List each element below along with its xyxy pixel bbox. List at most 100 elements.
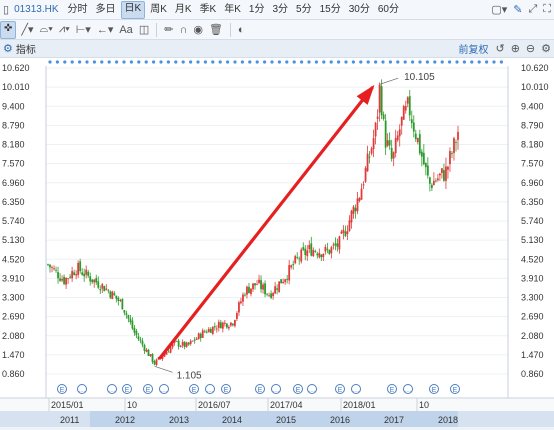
dividend-dot[interactable]	[433, 60, 437, 64]
toggle-icon[interactable]: ◐	[237, 23, 245, 36]
event-marker[interactable]	[271, 384, 281, 394]
period-tab[interactable]: 15分	[319, 3, 341, 15]
dividend-dot[interactable]	[440, 60, 444, 64]
channel-tool-icon[interactable]: ⌓▾	[39, 23, 53, 35]
dividend-dot[interactable]	[307, 60, 311, 64]
dividend-dot[interactable]	[359, 60, 363, 64]
period-tab[interactable]: 月K	[174, 3, 192, 15]
sidebar-toggle-icon[interactable]: ▯	[3, 4, 10, 16]
layout-icon[interactable]: ▢▾	[491, 4, 508, 16]
event-marker[interactable]	[403, 384, 413, 394]
dividend-dot[interactable]	[203, 60, 207, 64]
dividend-dot[interactable]	[403, 60, 407, 64]
zoom-in-icon[interactable]: ⊕	[510, 43, 520, 55]
kline-chart[interactable]: 10.620 10.620 10.010 10.010 9.400 9.400 8.790 8…	[0, 58, 554, 427]
period-tab[interactable]: 周K	[150, 3, 167, 15]
dividend-dot[interactable]	[314, 60, 318, 64]
measure-tool-icon[interactable]: ⊢▾	[75, 24, 91, 36]
dividend-dot[interactable]	[144, 60, 148, 64]
dividend-dot[interactable]	[270, 60, 274, 64]
dividend-dot[interactable]	[322, 60, 326, 64]
event-marker[interactable]	[351, 384, 361, 394]
dividend-dot[interactable]	[337, 60, 341, 64]
dividend-dot[interactable]	[129, 60, 133, 64]
dividend-dot[interactable]	[292, 60, 296, 64]
event-marker[interactable]	[335, 384, 345, 394]
event-marker[interactable]	[293, 384, 303, 394]
dividend-dot[interactable]	[470, 60, 474, 64]
dividend-dot[interactable]	[240, 60, 244, 64]
period-tab[interactable]: 30分	[348, 3, 370, 15]
dividend-dot[interactable]	[166, 60, 170, 64]
dividend-dot[interactable]	[329, 60, 333, 64]
period-tab[interactable]: 3分	[272, 3, 289, 15]
adjust-label[interactable]: 前复权	[458, 45, 489, 56]
dividend-dot[interactable]	[300, 60, 304, 64]
shape-tool-icon[interactable]: ◫	[138, 24, 150, 36]
event-marker[interactable]	[255, 384, 265, 394]
event-marker[interactable]	[307, 384, 317, 394]
dividend-dot[interactable]	[411, 60, 415, 64]
dividend-dot[interactable]	[248, 60, 252, 64]
eye-icon[interactable]: ◉	[193, 24, 203, 36]
dividend-dot[interactable]	[388, 60, 392, 64]
event-marker[interactable]	[189, 384, 199, 394]
trash-icon[interactable]: 🗑	[208, 24, 223, 36]
expand-icon[interactable]: ⛶	[543, 3, 551, 15]
dividend-dot[interactable]	[63, 60, 67, 64]
crosshair-tool-icon[interactable]: ✜	[0, 20, 17, 39]
kline-chart-svg[interactable]: 10.620 10.620 10.010 10.010 9.400 9.400 8.790 8…	[0, 58, 554, 427]
event-marker[interactable]	[205, 384, 215, 394]
indicator-label[interactable]: 指标	[15, 45, 36, 56]
event-marker[interactable]	[387, 384, 397, 394]
dividend-dot[interactable]	[381, 60, 385, 64]
dividend-dot[interactable]	[425, 60, 429, 64]
dividend-dot[interactable]	[92, 60, 96, 64]
dividend-dot[interactable]	[218, 60, 222, 64]
period-tab[interactable]: 日K	[120, 0, 146, 19]
dividend-dot[interactable]	[418, 60, 422, 64]
pen-icon[interactable]: ✎	[513, 4, 523, 16]
fullscreen-icon[interactable]: ⤢	[528, 3, 538, 15]
event-marker[interactable]	[450, 384, 460, 394]
dividend-dot[interactable]	[100, 60, 104, 64]
dividend-dot[interactable]	[137, 60, 141, 64]
dividend-dot[interactable]	[107, 60, 111, 64]
event-marker[interactable]	[122, 384, 132, 394]
brush-tool-icon[interactable]: ✏	[164, 24, 174, 36]
dividend-dot[interactable]	[196, 60, 200, 64]
period-tab[interactable]: 分时	[67, 3, 88, 15]
dividend-dot[interactable]	[448, 60, 452, 64]
dividend-dot[interactable]	[285, 60, 289, 64]
dividend-dot[interactable]	[70, 60, 74, 64]
dividend-dot[interactable]	[48, 60, 52, 64]
event-marker[interactable]	[77, 384, 87, 394]
dividend-dot[interactable]	[344, 60, 348, 64]
event-marker[interactable]	[429, 384, 439, 394]
dividend-dot[interactable]	[159, 60, 163, 64]
period-tab[interactable]: 60分	[377, 3, 399, 15]
dividend-dot[interactable]	[189, 60, 193, 64]
range-selector[interactable]	[90, 411, 458, 427]
dividend-dot[interactable]	[263, 60, 267, 64]
line-tool-icon[interactable]: ╱▾	[21, 24, 34, 36]
gear-icon[interactable]: ⚙	[3, 43, 13, 55]
event-marker[interactable]	[143, 384, 153, 394]
event-marker[interactable]	[221, 384, 231, 394]
dividend-dot[interactable]	[492, 60, 496, 64]
period-tab[interactable]: 多日	[95, 3, 116, 15]
dividend-dot[interactable]	[211, 60, 215, 64]
dividend-dot[interactable]	[174, 60, 178, 64]
arrow-tool-icon[interactable]: ←▾	[96, 24, 114, 36]
dividend-dot[interactable]	[499, 60, 503, 64]
period-tab[interactable]: 1分	[248, 3, 265, 15]
dividend-dot[interactable]	[455, 60, 459, 64]
dividend-dot[interactable]	[226, 60, 230, 64]
dividend-dot[interactable]	[233, 60, 237, 64]
dividend-dot[interactable]	[374, 60, 378, 64]
dividend-dot[interactable]	[462, 60, 466, 64]
event-marker[interactable]	[159, 384, 169, 394]
dividend-dot[interactable]	[477, 60, 481, 64]
dividend-dot[interactable]	[485, 60, 489, 64]
dividend-dot[interactable]	[366, 60, 370, 64]
